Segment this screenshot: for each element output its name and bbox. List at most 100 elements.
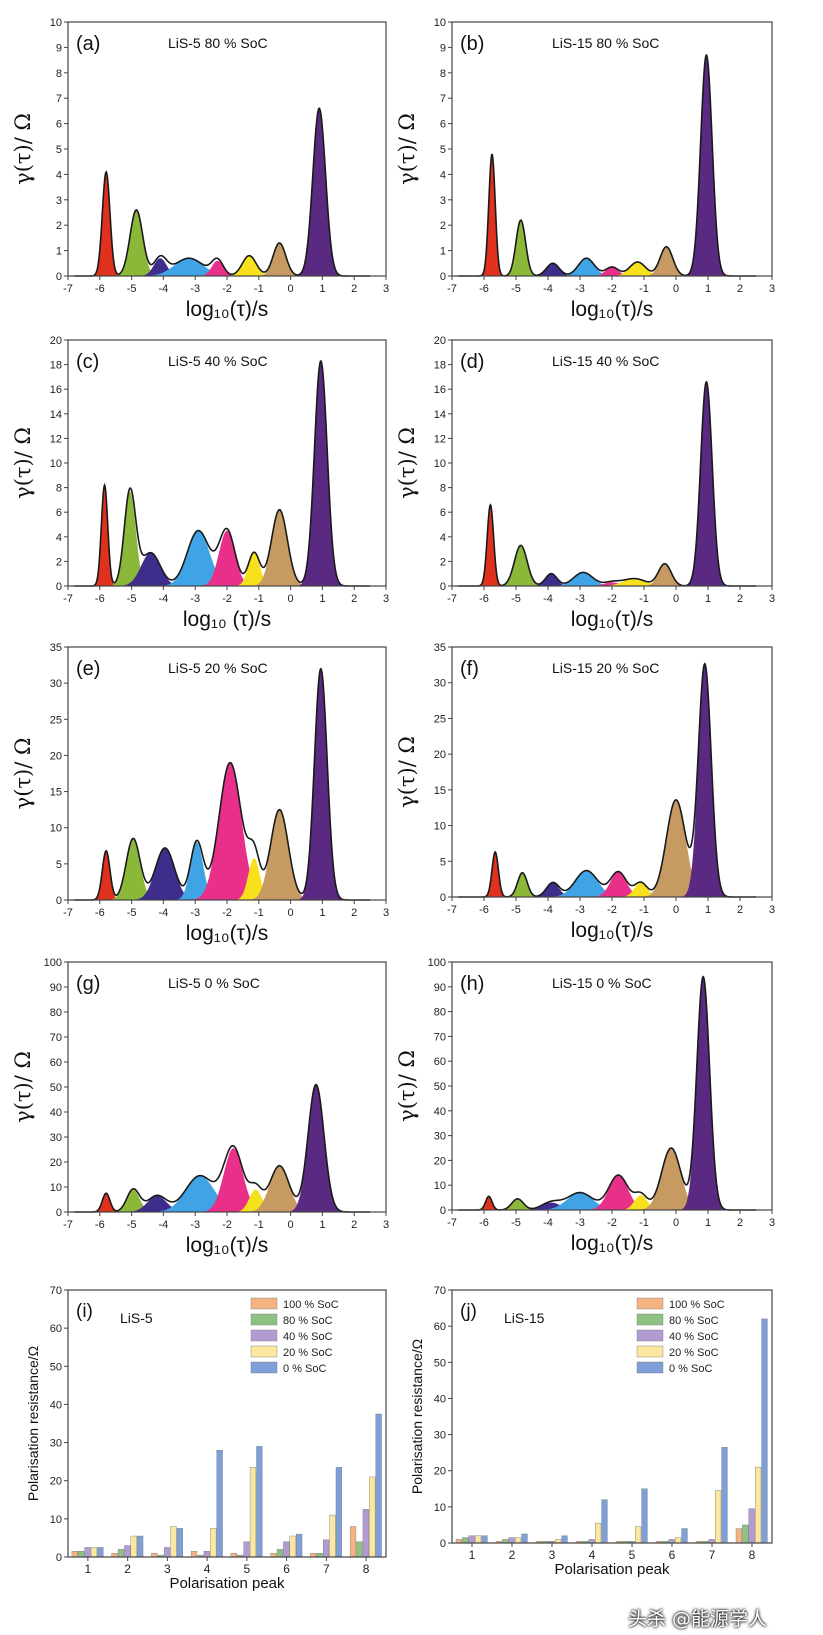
bar-0-SoC-peak-6: [681, 1528, 688, 1544]
legend-swatch: [250, 1361, 278, 1374]
legend-swatch: [636, 1329, 664, 1342]
bar-20-SoC-peak-2: [515, 1537, 522, 1544]
plot-frame: [67, 1289, 387, 1558]
y-axis-label: γ(τ)/ Ω: [11, 427, 35, 499]
peak-4-area: [142, 1175, 258, 1212]
peak-5-area: [185, 762, 275, 900]
x-tick-label: -1: [639, 1217, 649, 1229]
envelope-curve: [458, 975, 756, 1211]
watermark-text: 头杀 @能源学人: [628, 1608, 768, 1630]
peak-2-area: [494, 1198, 541, 1210]
bar-0-SoC-peak-6: [296, 1533, 303, 1558]
peak-1-area: [90, 850, 122, 900]
y-tick-label: 4: [440, 169, 446, 181]
x-tick-label: 2: [737, 904, 743, 916]
x-tick-label: -7: [63, 283, 73, 295]
peak-1-area: [476, 1196, 502, 1210]
y-tick-label: 8: [440, 68, 446, 80]
y-tick-label: 20: [434, 335, 446, 347]
peak-2-area: [495, 545, 547, 586]
x-tick-label: -6: [479, 593, 489, 605]
y-tick-label: 80: [50, 1007, 62, 1019]
x-tick-label: -3: [575, 904, 585, 916]
y-axis-label: γ(τ)/ Ω: [11, 738, 35, 810]
chart-panel-2: -7 -6 -5 -4 -3 -2 -1 0 1 2 3 0 1 2 3 4 5 6 7 8 9 10 (b) LiS-15 …: [395, 17, 775, 321]
y-tick-label: 2: [56, 220, 62, 232]
bar-80-SoC-peak-8: [356, 1541, 363, 1558]
chart-title: LiS-15 40 % SoC: [552, 353, 659, 369]
x-tick-label: -6: [479, 1217, 489, 1229]
y-tick-label: 15: [434, 785, 446, 797]
x-tick-label: -4: [543, 593, 553, 605]
panel-label: (j): [460, 1301, 477, 1322]
y-tick-label: 0: [440, 271, 446, 283]
x-tick-label: 6: [283, 1562, 290, 1576]
x-tick-label: -3: [575, 1217, 585, 1229]
x-tick-label: -7: [447, 1217, 457, 1229]
y-tick-label: 10: [50, 1514, 62, 1526]
x-tick-label: 6: [669, 1548, 676, 1562]
panel-label: (b): [460, 33, 484, 55]
peak-8-area: [284, 1084, 348, 1212]
x-tick-label: -2: [222, 283, 232, 295]
peak-4-area: [544, 572, 622, 586]
peak-1-area: [90, 171, 122, 276]
bar-0-SoC-peak-2: [521, 1533, 528, 1544]
peak-4-area: [528, 1192, 632, 1210]
peak-4-area: [131, 258, 247, 276]
chart-title: LiS-5 20 % SoC: [168, 660, 268, 676]
x-axis-label: log₁₀(τ)/s: [186, 1234, 268, 1257]
y-tick-label: 60: [50, 1057, 62, 1069]
x-tick-label: -5: [511, 904, 521, 916]
bar-20-SoC-peak-7: [329, 1514, 336, 1558]
peak-7-area: [637, 799, 715, 897]
x-tick-label: -5: [511, 593, 521, 605]
legend-label: 80 % SoC: [283, 1315, 333, 1327]
x-tick-label: 3: [383, 1219, 389, 1231]
legend-swatch: [636, 1297, 664, 1310]
peak-2-area: [110, 209, 162, 276]
x-tick-label: -4: [159, 1219, 169, 1231]
x-tick-label: -4: [159, 907, 169, 919]
y-tick-label: 60: [434, 1321, 446, 1333]
bar-0-SoC-peak-7: [721, 1447, 728, 1544]
x-tick-label: 0: [288, 283, 294, 295]
x-tick-label: 8: [749, 1548, 756, 1562]
y-tick-label: 30: [50, 678, 62, 690]
peak-6-area: [605, 262, 670, 276]
x-tick-label: -6: [479, 283, 489, 295]
peak-4-area: [171, 842, 223, 900]
y-tick-label: 4: [56, 532, 62, 544]
y-tick-label: 100: [44, 957, 62, 969]
x-tick-label: -6: [479, 904, 489, 916]
legend-swatch: [250, 1313, 278, 1326]
peak-4-area: [153, 530, 243, 586]
peak-3-area: [126, 847, 204, 900]
legend-label: 80 % SoC: [669, 1315, 719, 1327]
chart-panel-9: 1 2 3 4 5 6 7 8 0 10 20 30 40 50 60 70 (i) LiS-5 Polarisat…: [25, 1285, 387, 1592]
y-tick-label: 5: [56, 859, 62, 871]
y-tick-label: 80: [434, 1007, 446, 1019]
x-axis-label: log₁₀(τ)/s: [571, 298, 653, 321]
x-tick-label: 7: [709, 1548, 716, 1562]
legend-label: 40 % SoC: [669, 1331, 719, 1343]
y-tick-label: 40: [434, 1106, 446, 1118]
x-tick-label: 3: [383, 283, 389, 295]
x-tick-label: 7: [323, 1562, 330, 1576]
x-axis-label: log₁₀(τ)/s: [186, 922, 268, 945]
y-tick-label: 8: [56, 483, 62, 495]
y-tick-label: 16: [434, 384, 446, 396]
x-tick-label: 1: [705, 904, 711, 916]
x-tick-label: 3: [769, 1217, 775, 1229]
x-tick-label: -5: [511, 283, 521, 295]
envelope-curve: [74, 107, 371, 277]
y-tick-label: 30: [50, 1132, 62, 1144]
x-tick-label: -1: [254, 593, 264, 605]
chart-title: LiS-15 80 % SoC: [552, 35, 659, 51]
x-tick-label: 8: [363, 1562, 370, 1576]
chart-title: LiS-5 80 % SoC: [168, 35, 268, 51]
x-axis-label: log₁₀(τ)/s: [571, 919, 653, 942]
bar-0-SoC-peak-1: [481, 1535, 488, 1544]
peak-6-area: [615, 1195, 667, 1210]
y-axis-label: γ(τ)/ Ω: [11, 1051, 35, 1123]
